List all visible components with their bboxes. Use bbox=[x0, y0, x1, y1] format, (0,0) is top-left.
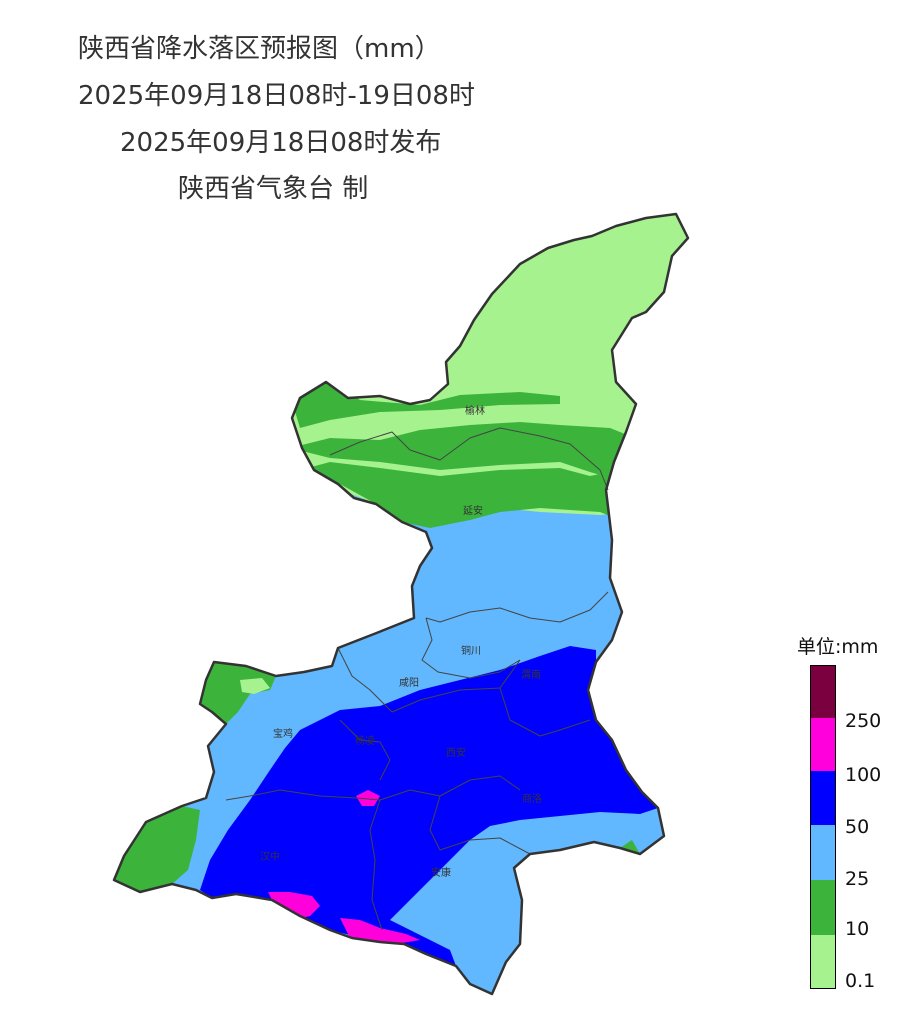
boundary-ankang-shangluo bbox=[429, 795, 531, 855]
legend-label-10: 10 bbox=[845, 918, 870, 940]
city-yulin: 榆林 bbox=[465, 404, 485, 417]
legend-swatch-light-blue bbox=[810, 825, 836, 880]
area-10-25mm-hanzhong-west bbox=[114, 806, 200, 892]
area-10-25mm-band-1 bbox=[290, 382, 560, 428]
legend-swatch-green bbox=[810, 880, 836, 935]
boundary-xianyang-baoji bbox=[337, 647, 393, 713]
boundary-hanzhong-ankang bbox=[369, 799, 383, 931]
area-10-25mm-band-2 bbox=[290, 422, 640, 478]
boundary-yangling bbox=[339, 719, 391, 781]
city-xian: 西安 bbox=[446, 746, 466, 759]
boundary-yulin-yanan bbox=[329, 427, 609, 491]
city-yangling: 杨凌 bbox=[355, 734, 375, 747]
legend-swatch-magenta bbox=[810, 718, 836, 771]
map-title: 陕西省降水落区预报图（mm） bbox=[78, 34, 441, 64]
city-xianyang: 咸阳 bbox=[399, 677, 419, 689]
city-shangluo: 商洛 bbox=[522, 792, 542, 805]
city-tongchuan: 铜川 bbox=[461, 645, 481, 657]
city-hanzhong: 汉中 bbox=[260, 850, 280, 863]
city-labels: 榆林 延安 铜川 渭南 咸阳 宝鸡 杨凌 西安 商洛 汉中 安康 bbox=[260, 404, 542, 879]
area-50-100mm bbox=[200, 646, 658, 966]
city-boundaries bbox=[225, 427, 609, 931]
legend-label-0.1: 0.1 bbox=[845, 970, 876, 992]
city-weinan: 渭南 bbox=[521, 668, 541, 681]
issuer: 陕西省气象台 制 bbox=[178, 174, 369, 204]
area-100-250mm-3 bbox=[356, 790, 380, 806]
city-yanan: 延安 bbox=[463, 504, 483, 517]
legend-label-25: 25 bbox=[845, 868, 870, 890]
legend-title: 单位:mm bbox=[797, 636, 879, 658]
city-ankang: 安康 bbox=[431, 866, 451, 879]
legend-label-50: 50 bbox=[845, 816, 870, 838]
legend-swatch-light-green bbox=[810, 935, 836, 989]
area-10-25mm-baoji-north bbox=[200, 662, 276, 724]
area-0.1-10mm-baoji bbox=[240, 678, 270, 694]
area-10-25mm-east-patch bbox=[620, 840, 640, 854]
boundary-tongchuan bbox=[421, 617, 521, 679]
boundary-yanan-south bbox=[425, 591, 609, 623]
legend-label-100: 100 bbox=[845, 764, 882, 786]
area-100-250mm-2 bbox=[340, 918, 420, 944]
legend-swatch-dark-red bbox=[810, 665, 836, 719]
precipitation-fill bbox=[114, 214, 688, 994]
boundary-weinan-xian bbox=[499, 687, 591, 737]
forecast-period: 2025年09月18日08时-19日08时 bbox=[78, 81, 475, 111]
legend-label-250: 250 bbox=[845, 710, 882, 732]
legend-swatch-blue bbox=[810, 771, 836, 825]
city-baoji: 宝鸡 bbox=[273, 727, 293, 740]
boundary-xianyang-south bbox=[391, 659, 521, 713]
issue-time: 2025年09月18日08时发布 bbox=[120, 128, 442, 158]
area-10-25mm-yanan bbox=[300, 462, 620, 528]
